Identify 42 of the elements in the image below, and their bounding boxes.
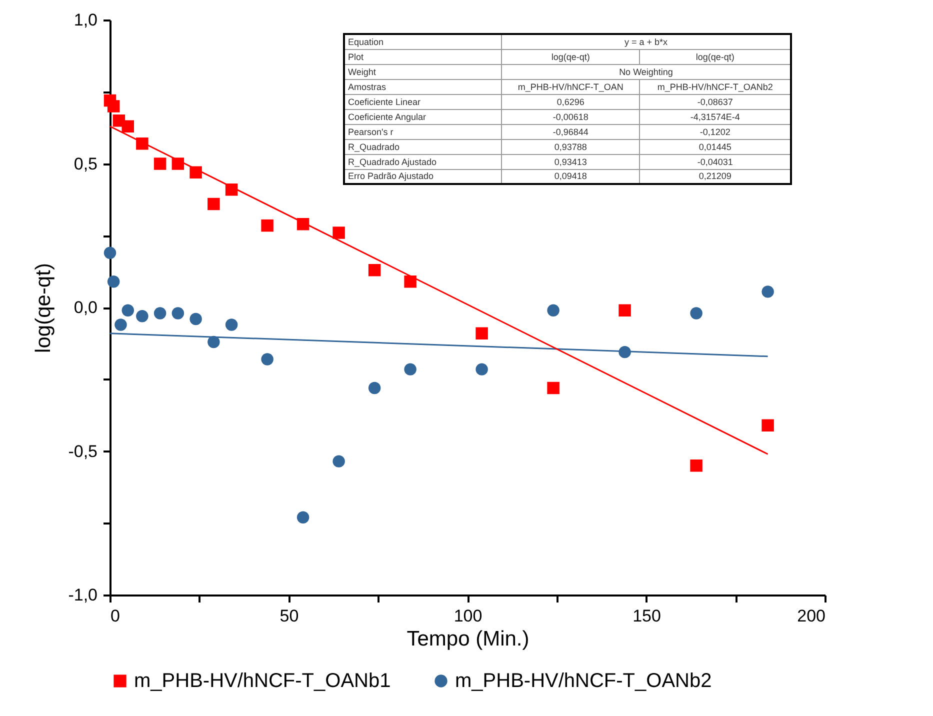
annotation: Erro Padrão Ajustado xyxy=(344,169,502,184)
annotation: log(qe-qt) xyxy=(502,49,640,64)
annotation: Plot xyxy=(344,49,502,64)
annotation: m_PHB-HV/hNCF-T_OANb2 xyxy=(640,79,791,94)
annotation: Coeficiente Linear xyxy=(344,94,502,109)
annotation: R_Quadrado Ajustado xyxy=(344,154,502,169)
annotation: R_Quadrado xyxy=(344,139,502,154)
annotation: Equation xyxy=(344,34,502,49)
y-tick-label: 0,0 xyxy=(74,298,98,317)
y-tick-label: 0,5 xyxy=(74,154,98,174)
y-tick-label: -1,0 xyxy=(68,586,98,604)
annotation: -4,31574E-4 xyxy=(640,109,791,124)
annotation: 0,09418 xyxy=(502,169,640,184)
annotation: 0,21209 xyxy=(640,169,791,184)
annotation: 0,6296 xyxy=(502,94,640,109)
x-tick-label: 50 xyxy=(280,606,299,626)
x-tick-label: 100 xyxy=(454,606,482,626)
annotation: Pearson's r xyxy=(344,124,502,139)
annotation: No Weighting xyxy=(502,64,791,79)
annotation: -0,04031 xyxy=(640,154,791,169)
annotation: -0,08637 xyxy=(640,94,791,109)
y-tick-label: -0,5 xyxy=(68,442,98,461)
annotation: log(qe-qt) xyxy=(640,49,791,64)
x-tick-label: 0 xyxy=(110,606,120,626)
annotation: m_PHB-HV/hNCF-T_OAN xyxy=(502,79,640,94)
annotation: 0,01445 xyxy=(640,139,791,154)
annotation: -0,96844 xyxy=(502,124,640,139)
annotation: 0,93413 xyxy=(502,154,640,169)
annotation: Weight xyxy=(344,64,502,79)
y-axis-title: log(qe-qt) xyxy=(32,263,56,353)
annotation: -0,00618 xyxy=(502,109,640,124)
x-tick-label: 150 xyxy=(632,606,661,626)
annotation: Coeficiente Angular xyxy=(344,109,502,124)
legend-label: m_PHB-HV/hNCF-T_OANb1 xyxy=(134,670,391,692)
annotation: Amostras xyxy=(344,79,502,94)
x-axis-title: Tempo (Min.) xyxy=(406,628,530,650)
annotation: -0,1202 xyxy=(640,124,791,139)
x-tick-label: 200 xyxy=(797,606,826,626)
y-tick-label: 1,0 xyxy=(74,10,98,30)
legend-label: m_PHB-HV/hNCF-T_OANb2 xyxy=(455,670,712,692)
annotation: 0,93788 xyxy=(502,139,640,154)
annotation: y = a + b*x xyxy=(502,34,791,49)
